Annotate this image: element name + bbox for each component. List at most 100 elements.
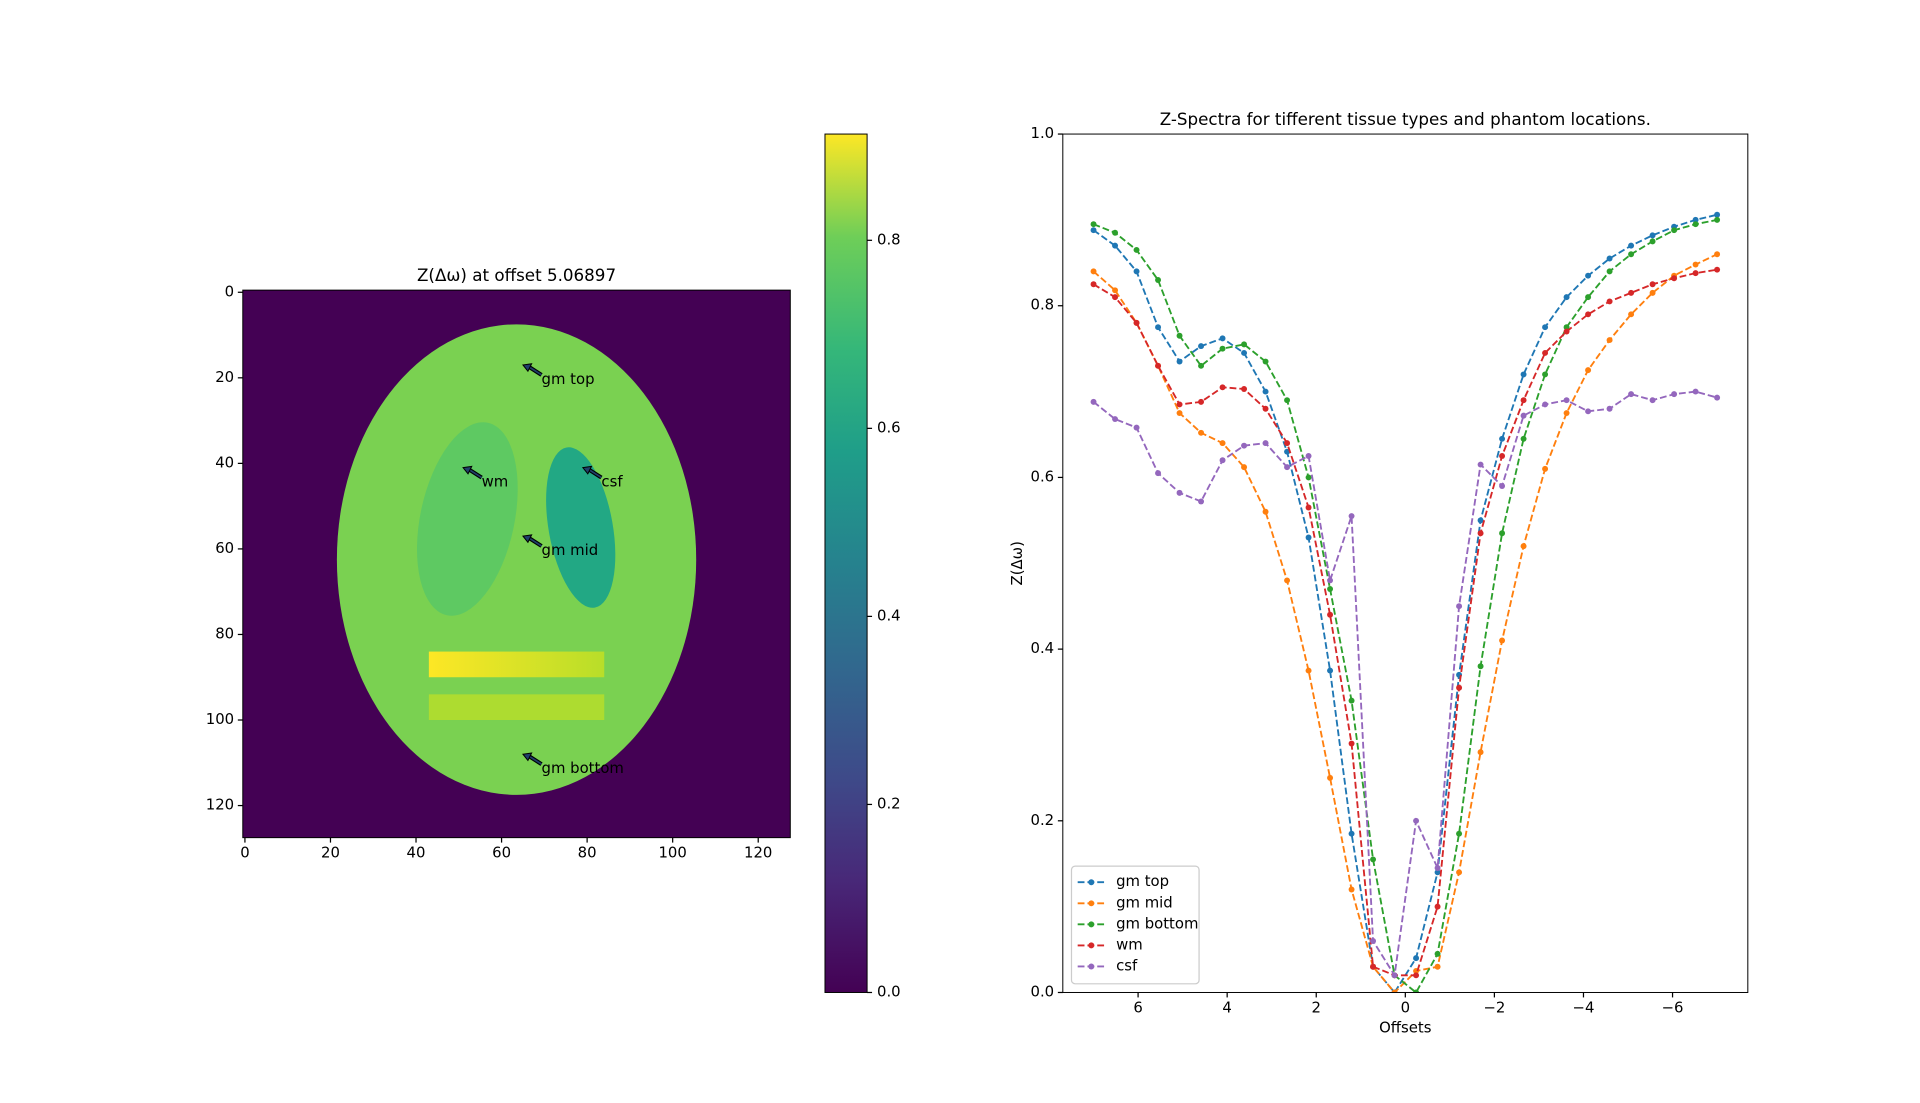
point: [1348, 697, 1355, 704]
legend-label: csf: [1116, 956, 1138, 974]
point: [1628, 242, 1635, 249]
point: [1155, 324, 1162, 331]
csf-region: [546, 447, 616, 608]
point: [1219, 384, 1226, 391]
point: [1606, 405, 1613, 412]
series-line: [1093, 268, 1718, 977]
x-tick-label: 40: [407, 844, 426, 862]
legend-label: gm mid: [1116, 893, 1173, 911]
point: [1198, 362, 1205, 369]
point: [1477, 749, 1484, 756]
point: [1542, 349, 1549, 356]
point: [1112, 242, 1119, 249]
point: [1714, 216, 1721, 223]
point: [1649, 397, 1656, 404]
point: [1090, 268, 1097, 275]
point: [1456, 684, 1463, 691]
series-line: [1093, 218, 1718, 993]
point: [1305, 504, 1312, 511]
y-tick-label: 0.2: [1031, 811, 1055, 829]
legend-marker: [1088, 921, 1095, 928]
chart-title: Z(Δω) at offset 5.06897: [417, 265, 616, 285]
x-tick-label: −6: [1662, 999, 1684, 1017]
colorbar-tick-label: 0.2: [877, 794, 901, 812]
point: [1434, 903, 1441, 910]
point: [1671, 227, 1678, 234]
y-tick-label: 0: [225, 282, 234, 300]
chart-title: Z-Spectra for tifferent tissue types and…: [1160, 109, 1651, 129]
legend-marker: [1088, 900, 1095, 907]
x-tick-label: 4: [1222, 999, 1231, 1017]
point: [1692, 216, 1699, 223]
series-line: [1092, 390, 1718, 978]
y-tick-label: 0.0: [1031, 982, 1055, 1000]
point: [1112, 287, 1119, 294]
point: [1176, 410, 1183, 417]
point: [1133, 424, 1140, 431]
phantom-image: [242, 290, 791, 838]
legend-marker: [1088, 963, 1095, 970]
y-tick-label: 100: [206, 710, 234, 728]
point: [1262, 405, 1269, 412]
colorbar-tick-label: 0.8: [877, 230, 901, 248]
point: [1219, 345, 1226, 352]
point: [1155, 470, 1162, 477]
point: [1284, 397, 1291, 404]
point: [1090, 398, 1097, 405]
point: [1198, 498, 1205, 505]
point: [1327, 774, 1334, 781]
colorbar-tick-label: 0.6: [877, 418, 901, 436]
point: [1692, 221, 1699, 228]
point: [1606, 255, 1613, 262]
point: [1327, 586, 1334, 592]
point: [1499, 637, 1506, 644]
point: [1714, 251, 1721, 258]
point: [1606, 298, 1613, 305]
point: [1090, 281, 1097, 288]
point: [1671, 391, 1678, 398]
point: [1241, 464, 1248, 471]
point: [1413, 817, 1420, 824]
point: [1499, 435, 1506, 442]
point: [1542, 465, 1549, 472]
point: [1692, 270, 1699, 277]
point: [1241, 442, 1248, 449]
point: [1499, 483, 1506, 489]
point: [1456, 830, 1463, 837]
annotation-arrowhead: [522, 752, 533, 762]
x-tick-label: −4: [1573, 999, 1595, 1017]
point: [1477, 530, 1484, 537]
point: [1714, 211, 1721, 218]
y-tick-label: 0.8: [1031, 296, 1055, 314]
point: [1370, 938, 1377, 944]
x-tick-label: 80: [578, 844, 597, 862]
colorbar-tick-label: 0.4: [877, 606, 901, 624]
legend-marker: [1088, 942, 1095, 949]
point: [1563, 410, 1570, 417]
y-tick-label: 60: [215, 539, 234, 557]
point: [1542, 371, 1549, 378]
point: [1520, 397, 1527, 404]
point: [1327, 611, 1334, 618]
point: [1327, 667, 1334, 674]
point: [1391, 972, 1398, 979]
x-tick-label: 100: [658, 844, 686, 862]
wm-region: [416, 422, 518, 616]
legend-label: wm: [1116, 935, 1143, 953]
point: [1391, 989, 1398, 993]
point: [1628, 289, 1635, 296]
insert: [428, 694, 605, 721]
point: [1176, 332, 1183, 339]
point: [1305, 452, 1312, 459]
point: [1606, 268, 1613, 275]
point: [1585, 272, 1592, 279]
point: [1649, 238, 1656, 245]
point: [1284, 464, 1291, 471]
point: [1090, 221, 1097, 228]
point: [1692, 261, 1699, 268]
point: [1176, 358, 1183, 365]
point: [1241, 349, 1248, 356]
point: [1434, 950, 1441, 957]
x-tick-label: 0: [1401, 999, 1410, 1017]
